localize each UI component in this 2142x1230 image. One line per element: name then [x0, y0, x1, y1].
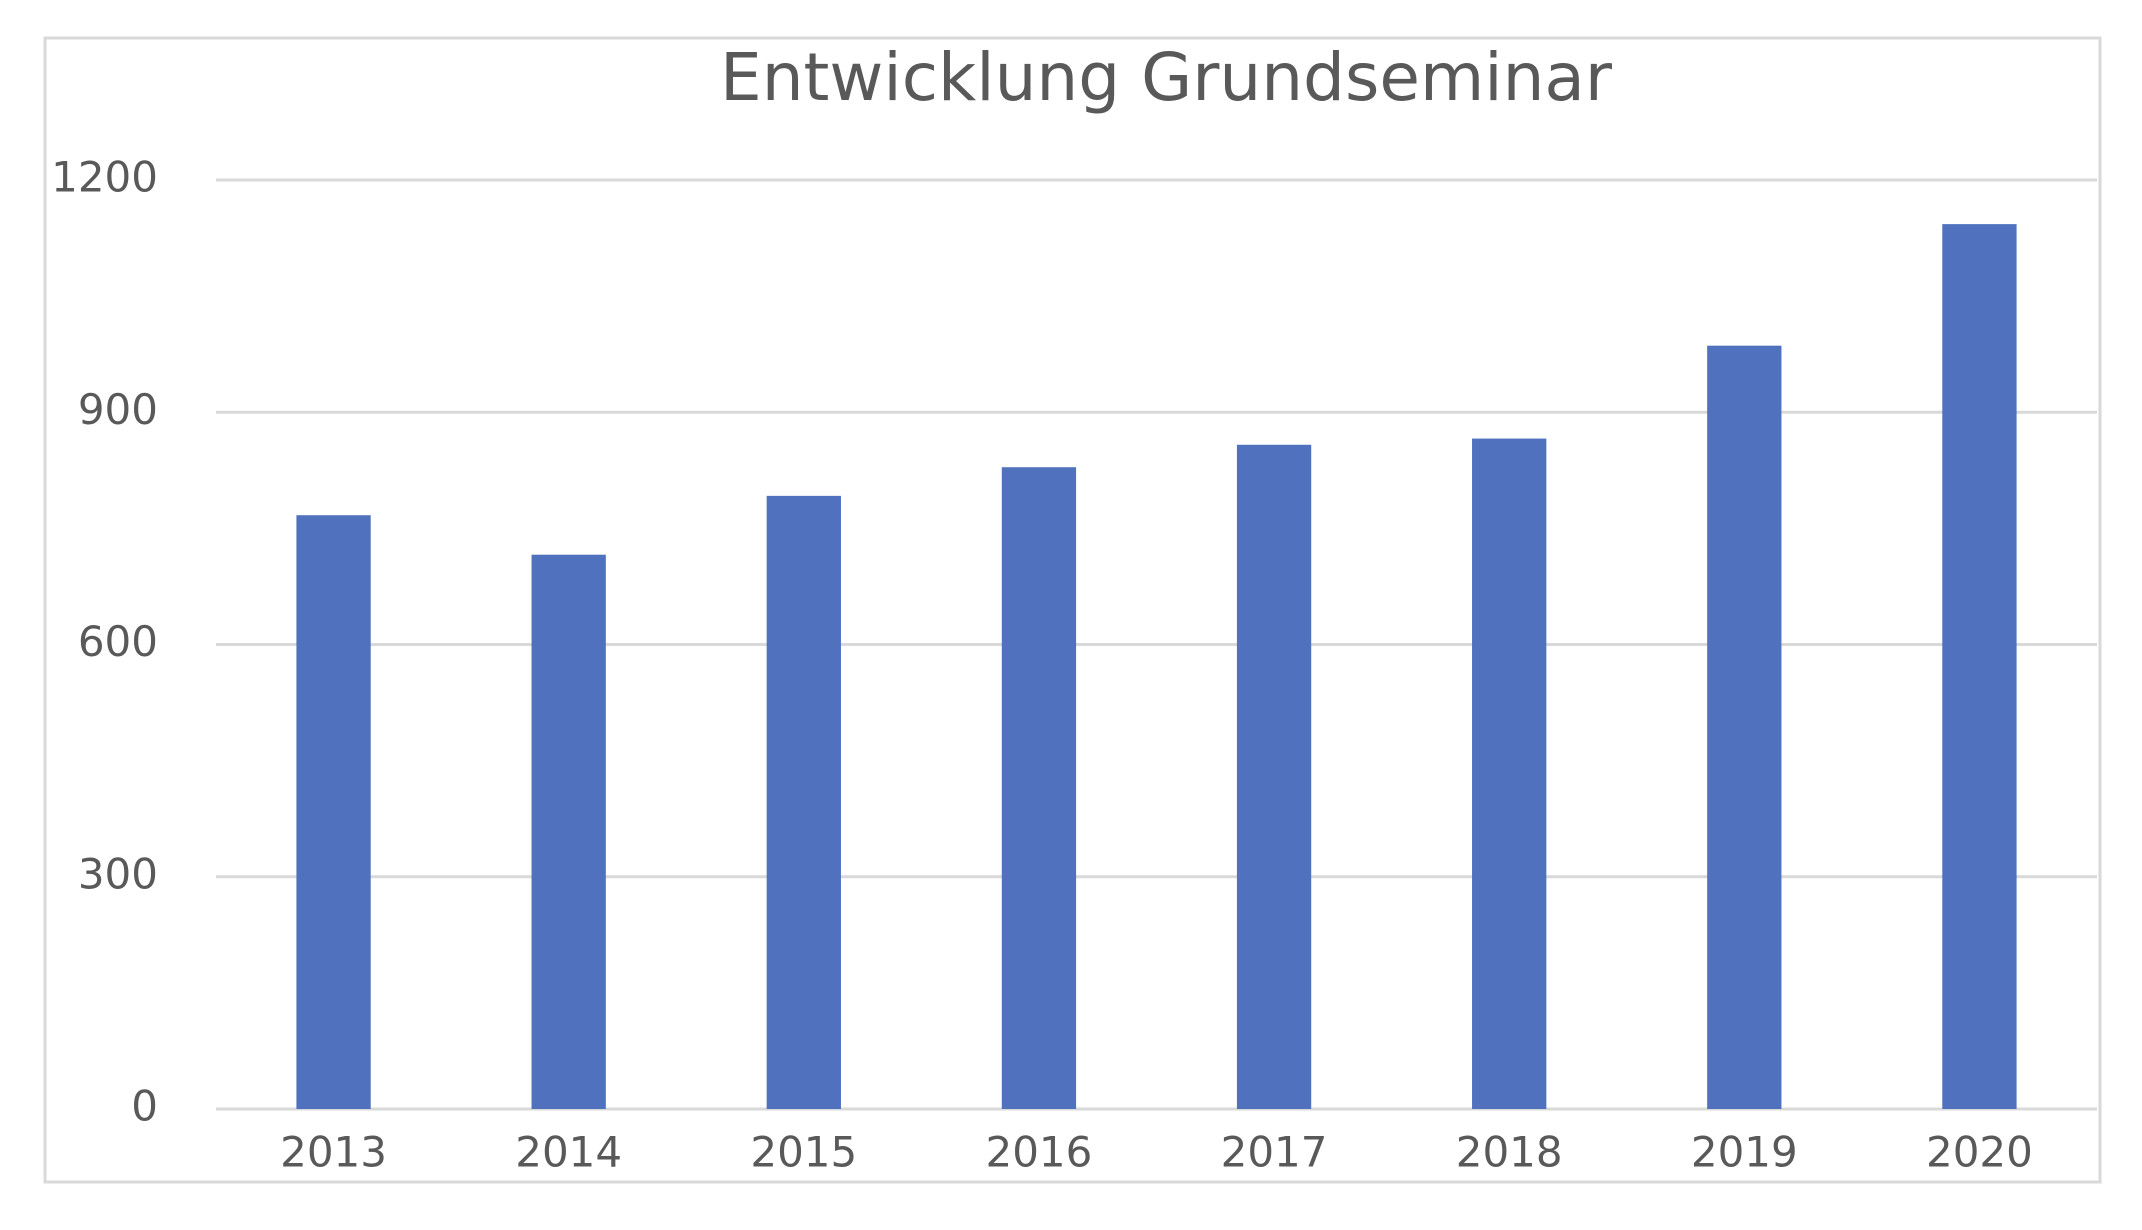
bar	[531, 554, 606, 1109]
x-tick-label: 2019	[1691, 1128, 1798, 1177]
x-tick-label: 2016	[985, 1128, 1092, 1177]
bar	[1001, 467, 1077, 1109]
x-tick-label: 2017	[1221, 1128, 1328, 1177]
y-tick-label: 600	[78, 617, 158, 666]
bar	[1942, 224, 2017, 1109]
x-tick-label: 2013	[280, 1128, 387, 1177]
y-tick-label: 300	[78, 849, 158, 898]
y-tick-label: 900	[78, 385, 158, 434]
x-tick-label: 2020	[1926, 1128, 2033, 1177]
bar	[296, 515, 371, 1109]
y-tick-label: 0	[131, 1082, 158, 1131]
bar	[1236, 444, 1312, 1109]
chart-title: Entwicklung Grundseminar	[720, 39, 1613, 116]
x-tick-label: 2018	[1456, 1128, 1563, 1177]
y-tick-label: 1200	[51, 153, 158, 202]
bar	[766, 495, 841, 1109]
x-tick-label: 2014	[515, 1128, 622, 1177]
bar	[1707, 345, 1782, 1110]
bar	[1472, 438, 1547, 1109]
x-tick-label: 2015	[750, 1128, 857, 1177]
